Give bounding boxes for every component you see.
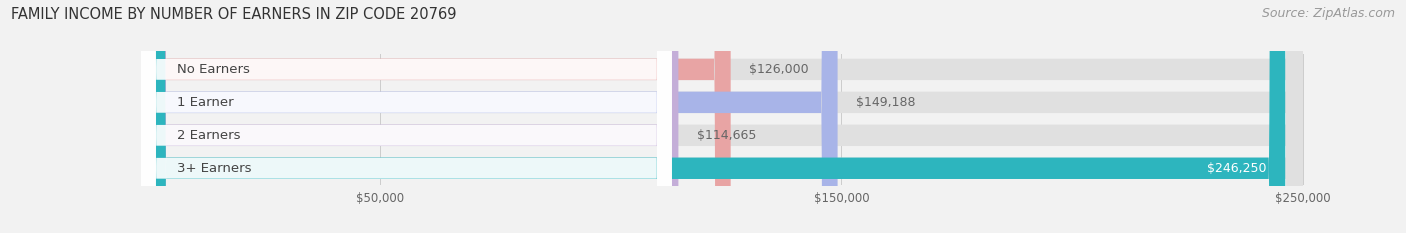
Text: $114,665: $114,665 [697,129,756,142]
FancyBboxPatch shape [149,0,1302,233]
FancyBboxPatch shape [149,0,679,233]
FancyBboxPatch shape [149,0,1285,233]
FancyBboxPatch shape [141,0,672,233]
FancyBboxPatch shape [141,0,672,233]
FancyBboxPatch shape [141,0,672,233]
FancyBboxPatch shape [149,0,1302,233]
FancyBboxPatch shape [149,0,838,233]
Text: No Earners: No Earners [177,63,250,76]
Text: 3+ Earners: 3+ Earners [177,162,252,175]
Text: 1 Earner: 1 Earner [177,96,233,109]
Text: $149,188: $149,188 [856,96,915,109]
FancyBboxPatch shape [149,0,1302,233]
FancyBboxPatch shape [149,0,1302,233]
FancyBboxPatch shape [141,0,672,233]
Text: Source: ZipAtlas.com: Source: ZipAtlas.com [1261,7,1395,20]
Text: FAMILY INCOME BY NUMBER OF EARNERS IN ZIP CODE 20769: FAMILY INCOME BY NUMBER OF EARNERS IN ZI… [11,7,457,22]
FancyBboxPatch shape [149,0,731,233]
Text: $126,000: $126,000 [749,63,808,76]
Text: 2 Earners: 2 Earners [177,129,240,142]
Text: $246,250: $246,250 [1208,162,1267,175]
